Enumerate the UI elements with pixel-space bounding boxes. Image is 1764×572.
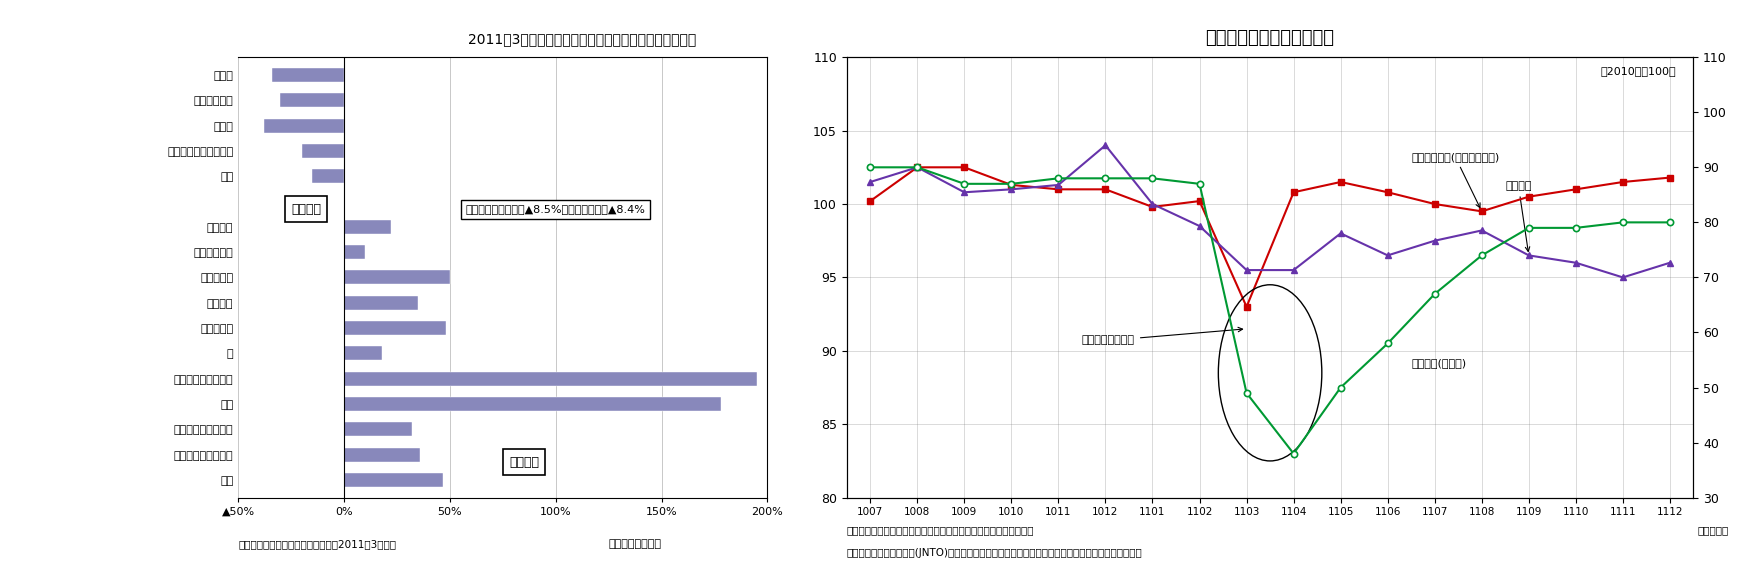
Text: （注）訪日客数、輸出数量はニッセイ基礎研究所による季節調整値: （注）訪日客数、輸出数量はニッセイ基礎研究所による季節調整値	[847, 525, 1034, 535]
Bar	[344, 448, 420, 462]
Text: （2010年＝100）: （2010年＝100）	[1602, 66, 1676, 76]
Text: 輸出数量: 輸出数量	[1505, 181, 1531, 252]
Bar	[272, 68, 344, 82]
Text: 訪日客数(右目盛): 訪日客数(右目盛)	[1411, 358, 1466, 368]
Title: 東日本大震災時の経済動向: 東日本大震災時の経済動向	[1205, 29, 1335, 47]
Text: 消費活動指数(除く旅行収支): 消費活動指数(除く旅行収支)	[1411, 152, 1499, 208]
Bar	[344, 372, 757, 386]
Text: 買い控え: 買い控え	[291, 202, 321, 216]
Bar	[344, 321, 446, 335]
Bar	[344, 473, 443, 487]
Bar	[344, 397, 721, 411]
Bar	[344, 296, 418, 309]
Bar	[312, 169, 344, 183]
Bar	[344, 245, 365, 259]
Text: （名目・前年比）: （名目・前年比）	[609, 539, 662, 549]
Title: 2011年3月の個人消費は買いだめと買い控えが両極端に: 2011年3月の個人消費は買いだめと買い控えが両極端に	[467, 32, 697, 46]
Bar	[344, 220, 390, 234]
Bar	[280, 93, 344, 107]
Text: （資料）日本政府観光局(JNTO)「訪日外客統計」、財務省「貿易統計」、日本銀行「消費活動指数」: （資料）日本政府観光局(JNTO)「訪日外客統計」、財務省「貿易統計」、日本銀行…	[847, 548, 1143, 558]
Text: 全体：実質・前年比▲8.5%、名目・前年比▲8.4%: 全体：実質・前年比▲8.5%、名目・前年比▲8.4%	[466, 204, 646, 214]
Text: 東日本大震災発生: 東日本大震災発生	[1081, 327, 1242, 345]
Bar	[344, 347, 383, 360]
Text: （資料）総務省統計局「家計調査（2011年3月）」: （資料）総務省統計局「家計調査（2011年3月）」	[238, 539, 397, 549]
Bar	[263, 118, 344, 133]
Bar	[344, 422, 411, 436]
Bar	[344, 271, 450, 284]
Bar	[302, 144, 344, 158]
Text: （年・月）: （年・月）	[1697, 525, 1729, 535]
Text: 買いだめ: 買いだめ	[508, 456, 540, 468]
